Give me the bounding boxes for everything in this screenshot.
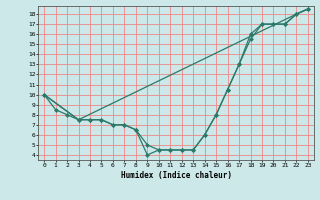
- X-axis label: Humidex (Indice chaleur): Humidex (Indice chaleur): [121, 171, 231, 180]
